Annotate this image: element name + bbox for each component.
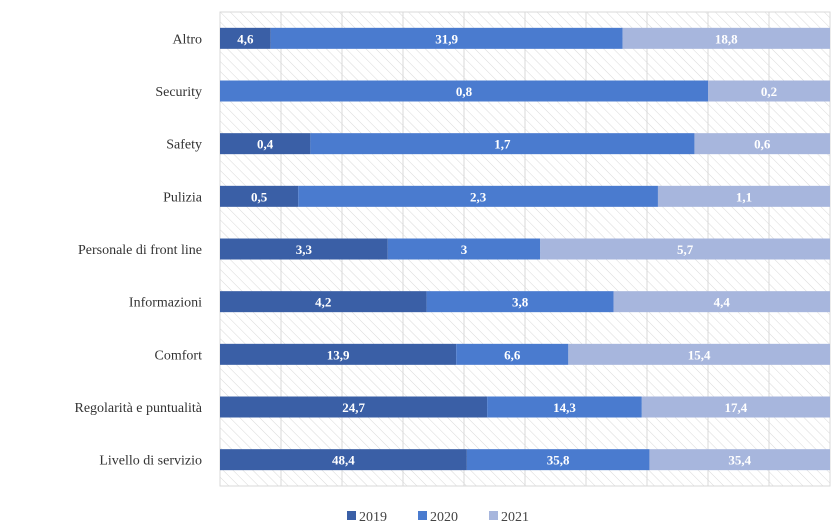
category-label: Altro [172, 32, 202, 47]
data-label: 0,8 [456, 84, 473, 99]
legend-label: 2019 [359, 510, 387, 525]
data-label: 5,7 [677, 242, 694, 257]
data-label: 31,9 [435, 31, 458, 46]
category-label: Informazioni [129, 296, 202, 311]
data-label: 0,6 [754, 137, 771, 152]
bar-segment-2021 [641, 396, 830, 418]
legend-label: 2020 [430, 510, 458, 525]
data-label: 15,4 [688, 347, 711, 362]
category-label: Comfort [155, 348, 203, 363]
bar-segment-2019 [220, 133, 311, 155]
bar-segment-2021 [649, 449, 830, 471]
bar-segment-2021 [568, 343, 830, 365]
data-label: 14,3 [553, 400, 576, 415]
bar-segment-2020 [310, 133, 695, 155]
data-label: 4,4 [714, 295, 731, 310]
bar-segment-2019 [220, 238, 388, 260]
category-labels: Altro Security Safety Pulizia Personale di f… [74, 32, 202, 468]
data-label: 18,8 [715, 31, 738, 46]
data-label: 13,9 [327, 347, 350, 362]
category-label: Personale di front line [78, 243, 202, 258]
bar-segment-2019 [220, 449, 467, 471]
bar-segment-2021 [708, 80, 830, 102]
bar-segment-2020 [466, 449, 650, 471]
data-label: 3,3 [296, 242, 313, 257]
bar-segment-2021 [540, 238, 830, 260]
bar-segment-2020 [298, 185, 658, 207]
data-label: 24,7 [342, 400, 365, 415]
bar-segment-2021 [622, 27, 830, 49]
legend: 2019 2020 2021 [347, 510, 529, 525]
bar-segment-2021 [694, 133, 830, 155]
data-label: 3,8 [512, 295, 529, 310]
data-label: 35,8 [547, 453, 570, 468]
bar-segment-2019 [220, 185, 299, 207]
data-label: 3 [461, 242, 468, 257]
legend-swatch-2019 [347, 511, 356, 520]
bar-segment-2019 [220, 396, 488, 418]
data-label: 35,4 [728, 453, 751, 468]
data-label: 0,5 [251, 189, 268, 204]
bar-segment-2020 [487, 396, 642, 418]
category-label: Security [155, 85, 202, 100]
category-label: Pulizia [163, 190, 203, 205]
data-label: 17,4 [725, 400, 748, 415]
legend-label: 2021 [501, 510, 529, 525]
bar-segment-2019 [220, 291, 427, 313]
bar-segment-2020 [270, 27, 623, 49]
category-label: Livello di servizio [99, 454, 202, 469]
bar-segment-2020 [456, 343, 569, 365]
bars: 4,6 31,9 18,80,8 0,20,4 1,7 0,60,5 2,3 1,13,3 3 5… [220, 27, 830, 471]
data-label: 4,6 [237, 31, 254, 46]
category-label: Regolarità e puntualità [74, 401, 202, 416]
data-label: 0,2 [761, 84, 777, 99]
category-label: Safety [166, 138, 202, 153]
data-label: 2,3 [470, 189, 487, 204]
bar-segment-2019 [220, 343, 457, 365]
legend-swatch-2021 [489, 511, 498, 520]
data-label: 4,2 [315, 295, 331, 310]
bar-segment-2020 [220, 80, 708, 102]
bar-segment-2021 [657, 185, 830, 207]
bar-segment-2019 [220, 27, 271, 49]
legend-swatch-2020 [418, 511, 427, 520]
bar-segment-2021 [613, 291, 830, 313]
bar-segment-2020 [387, 238, 541, 260]
data-label: 6,6 [504, 347, 521, 362]
data-label: 48,4 [332, 453, 355, 468]
data-label: 1,1 [736, 189, 752, 204]
data-label: 0,4 [257, 137, 274, 152]
bar-segment-2020 [426, 291, 614, 313]
data-label: 1,7 [494, 137, 511, 152]
